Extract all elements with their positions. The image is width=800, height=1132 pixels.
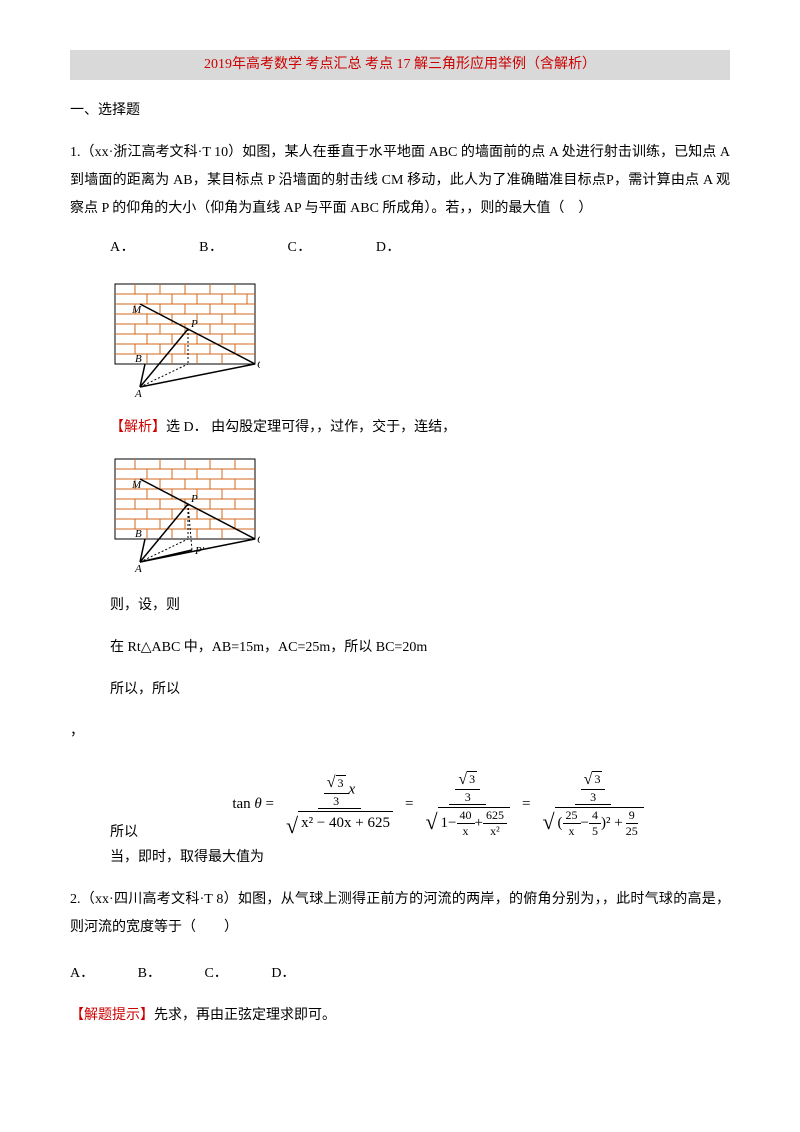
q1-opt-a: A． [110,240,135,255]
q1-line4: 当，即时，取得最大值为 [70,844,730,872]
q1-opt-c: C． [287,240,311,255]
q1-opt-b: B． [199,240,223,255]
q1-line2: 在 Rt△ABC 中，AB=15m，AC=25m，所以 BC=20m [70,634,730,662]
svg-text:B: B [135,353,142,365]
q2-text: 2.（xx·四川高考文科·T 8）如图，从气球上测得正前方的河流的两岸，的俯角分… [70,886,730,942]
title-year: 2019 [204,57,232,72]
q2-hint: 【解题提示】先求，再由正弦定理求即可。 [70,1002,730,1030]
q1-figure2: M P B P' C A [70,454,730,574]
hint-text: 先求，再由正弦定理求即可。 [154,1008,336,1023]
analysis-label: 【解析】 [110,420,166,435]
q1-line3: 所以，所以 [70,676,730,704]
q1-formula-row: 所以 tan θ = √33x √x² − 40x + 625 = √33 [70,760,730,844]
q1-formula: tan θ = √33x √x² − 40x + 625 = √33 √ [232,770,649,838]
svg-text:A: A [134,563,142,574]
q1-figure1: M P B C A [70,279,730,399]
q1-comma: ， [70,718,730,746]
q1-analysis: 【解析】选 D． 由勾股定理可得，，过作，交于，连结， [70,417,730,439]
q2-opt-a: A． [70,966,94,981]
svg-text:M: M [131,479,142,491]
tan-theta: tan θ = [232,792,274,816]
suoyi-label: 所以 [110,822,138,844]
title-bar: 2019年高考数学 考点汇总 考点 17 解三角形应用举例（含解析） [70,50,730,80]
svg-text:B: B [135,528,142,540]
q2-opt-c: C． [204,966,227,981]
title-red-part: 年高考数学 考点汇总 考点 17 解三角形应用举例（含解析） [232,57,596,72]
svg-text:P: P [190,493,198,505]
svg-text:M: M [131,304,142,316]
analysis-text: 选 D． 由勾股定理可得，，过作，交于，连结， [166,420,456,435]
svg-text:A: A [134,388,142,399]
svg-text:P': P' [194,545,205,557]
q1-line1: 则，设，则 [70,592,730,620]
q2-options: A． B． C． D． [70,960,730,988]
q1-options: A． B． C． D． [70,237,730,259]
q2-opt-d: D． [271,966,295,981]
hint-label: 【解题提示】 [70,1008,154,1023]
q2-block: 2.（xx·四川高考文科·T 8）如图，从气球上测得正前方的河流的两岸，的俯角分… [70,886,730,1030]
svg-text:C: C [257,534,260,546]
svg-text:C: C [257,359,260,371]
section-header: 一、选择题 [70,100,730,122]
q1-text: 1.（xx·浙江高考文科·T 10）如图，某人在垂直于水平地面 ABC 的墙面前… [70,139,730,223]
svg-text:P: P [190,318,198,330]
q1-block: 1.（xx·浙江高考文科·T 10）如图，某人在垂直于水平地面 ABC 的墙面前… [70,139,730,872]
q2-opt-b: B． [138,966,161,981]
q1-opt-d: D． [376,240,401,255]
